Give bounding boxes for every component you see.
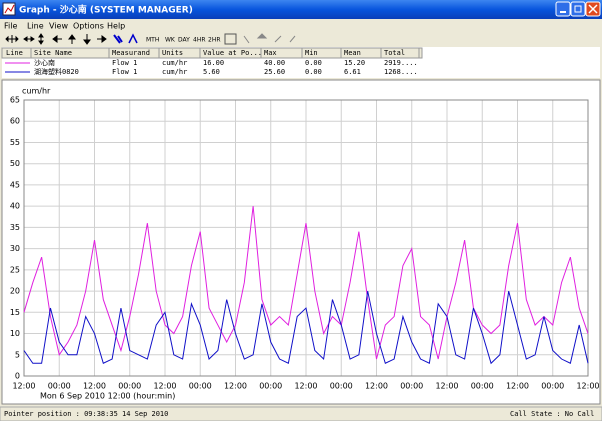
- y-tick-label: 35: [10, 223, 20, 232]
- tool-pen[interactable]: [113, 34, 123, 44]
- series-line: [23, 206, 589, 360]
- chart: 0 5 10 15 20 25 30 35 40 45 50 55 60 65 12:00 00:00 12:0…: [10, 87, 600, 401]
- tool-disabled: [243, 33, 296, 44]
- x-tick-label: 12:00: [576, 382, 599, 391]
- table-cell: cum/hr: [162, 68, 187, 76]
- status-pointer: Pointer position : 09:38:35 14 Sep 2010: [4, 410, 168, 418]
- y-tick-label: 50: [10, 159, 20, 168]
- table-cell: 0.00: [305, 59, 322, 67]
- toolbar-button[interactable]: WK: [165, 37, 176, 44]
- table: Line Site Name Measurand Units Value at Po..…: [1, 47, 423, 76]
- x-tick-label: 00:00: [259, 382, 282, 391]
- menu-item[interactable]: View: [49, 22, 68, 31]
- y-tick-label: 40: [10, 202, 20, 211]
- x-tick-label: 00:00: [541, 382, 564, 391]
- column-header: Units: [162, 49, 183, 57]
- toolbar-button[interactable]: 2HR: [208, 37, 221, 44]
- tool-pan[interactable]: [5, 35, 19, 43]
- chart-area: [1, 79, 601, 405]
- tool-scale[interactable]: [224, 33, 237, 45]
- tool-up[interactable]: [68, 34, 76, 44]
- y-tick-label: 25: [10, 265, 20, 274]
- x-tick-label: 12:00: [153, 382, 176, 391]
- column-header: Total: [384, 49, 405, 57]
- y-tick-label: 45: [10, 180, 20, 189]
- x-tick-label: 12:00: [224, 382, 247, 391]
- column-header: Line: [6, 49, 23, 57]
- table-cell: 湖海塑料0820: [34, 67, 79, 76]
- maximize-glyph: [574, 5, 582, 13]
- x-tick-label: 12:00: [435, 382, 458, 391]
- table-cell: 0.00: [305, 68, 322, 76]
- column-header: Min: [305, 49, 318, 57]
- x-tick-label: 00:00: [330, 382, 353, 391]
- table-cell: 6.61: [344, 68, 361, 76]
- column-header: Max: [264, 49, 277, 57]
- close-glyph: [588, 4, 598, 14]
- y-tick-label: 30: [10, 244, 20, 253]
- table-cell: Flow 1: [112, 59, 137, 67]
- maximize-button[interactable]: [570, 1, 586, 17]
- table-cell: 15.20: [344, 59, 365, 67]
- y-tick-label: 5: [15, 350, 20, 359]
- menu-item[interactable]: Help: [107, 22, 125, 31]
- table-cell: 5.60: [203, 68, 220, 76]
- column-header: Measurand: [112, 49, 150, 57]
- table-cell: 16.00: [203, 59, 224, 67]
- table-cell: 40.00: [264, 59, 285, 67]
- y-tick-label: 15: [10, 308, 20, 317]
- toolbar-button[interactable]: MTH: [146, 37, 159, 44]
- x-tick-label: 00:00: [48, 382, 71, 391]
- table-cell: 1268....: [384, 68, 418, 76]
- tool-right[interactable]: [97, 35, 107, 43]
- x-axis-label: Mon 6 Sep 2010 12:00 (hour:min): [40, 392, 175, 401]
- tool-zoom-x[interactable]: [23, 36, 35, 42]
- column-header: Site Name: [34, 49, 72, 57]
- x-tick-label: 00:00: [118, 382, 141, 391]
- y-tick-label: 20: [10, 287, 20, 296]
- title-bar: [0, 0, 602, 19]
- tool-down[interactable]: [83, 34, 91, 45]
- x-tick-label: 12:00: [294, 382, 317, 391]
- app-icon-line: [4, 4, 15, 14]
- column-header: Value at Po...: [203, 49, 262, 57]
- toolbar-button[interactable]: DAY: [178, 37, 190, 44]
- toolbar: MTH WK DAY 4HR 2HR: [5, 33, 296, 45]
- y-tick-label: 0: [15, 372, 20, 381]
- status-call: Call State : No Call: [510, 410, 594, 418]
- minimize-button[interactable]: [555, 1, 571, 17]
- window-title: Graph - 沙心南 (SYSTEM MANAGER): [19, 4, 193, 16]
- y-tick-label: 55: [10, 138, 20, 147]
- table-cell: Flow 1: [112, 68, 137, 76]
- menu-item[interactable]: Line: [27, 22, 44, 31]
- column-header: Mean: [344, 49, 361, 57]
- x-tick-label: 00:00: [400, 382, 423, 391]
- y-tick-label: 10: [10, 329, 20, 338]
- x-tick-label: 12:00: [506, 382, 529, 391]
- series-line: [23, 290, 589, 365]
- table-cell: 2919....: [384, 59, 418, 67]
- y-tick-label: 60: [10, 117, 20, 126]
- table-cell: 沙心南: [34, 58, 55, 67]
- x-tick-label: 12:00: [83, 382, 106, 391]
- menu-bar: File Line View Options Help: [4, 22, 125, 31]
- plot-border: [23, 99, 589, 377]
- x-tick-label: 00:00: [189, 382, 212, 391]
- y-tick-label: 65: [10, 96, 20, 105]
- y-axis-label: cum/hr: [22, 87, 51, 96]
- x-tick-label: 12:00: [12, 382, 35, 391]
- table-cell: 25.60: [264, 68, 285, 76]
- menu-item[interactable]: File: [4, 22, 17, 31]
- table-header: [1, 47, 423, 59]
- toolbar-button[interactable]: 4HR: [193, 37, 206, 44]
- tool-marker[interactable]: [128, 33, 138, 44]
- tool-zoom-y[interactable]: [38, 33, 44, 45]
- menu-item[interactable]: Options: [73, 22, 104, 31]
- table-cell: cum/hr: [162, 59, 187, 67]
- x-tick-label: 12:00: [365, 382, 388, 391]
- x-tick-label: 00:00: [471, 382, 494, 391]
- tool-left[interactable]: [52, 35, 62, 43]
